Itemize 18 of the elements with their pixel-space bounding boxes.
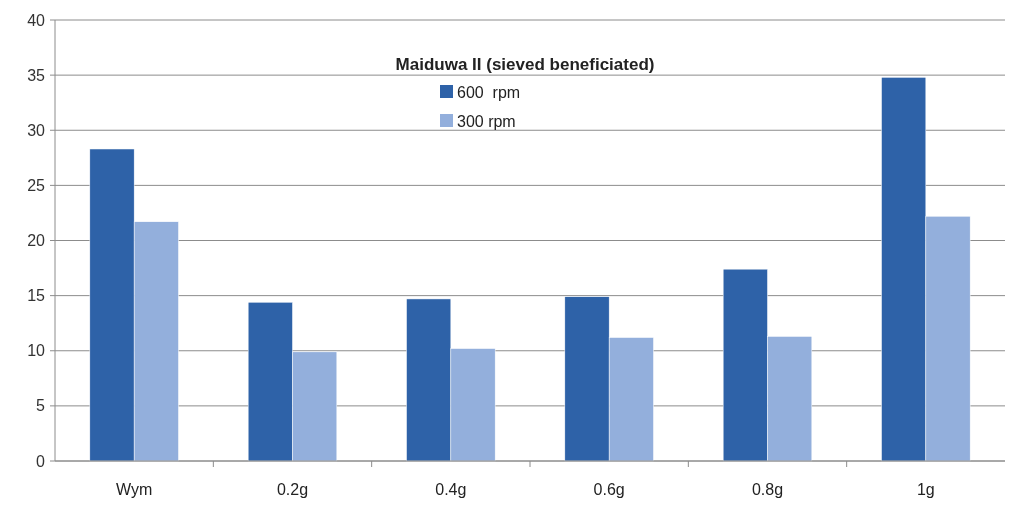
y-tick-label: 35 [27,66,46,84]
x-tick-label: 0.2g [276,481,309,498]
y-tick-label: 15 [27,287,46,305]
legend-label: 300 rpm [457,112,516,130]
legend-label: 600 rpm [457,83,521,101]
y-tick-label: 30 [27,121,46,139]
text: Maiduwa II (sieved beneficiated) [395,55,655,74]
y-tick-label: 40 [27,11,46,29]
x-tick-label: 0.8g [751,481,784,498]
x-tick-label: 0.4g [435,481,467,498]
x-tick-label: 0.6g [593,481,625,498]
x-tick-label: 1g [916,481,935,498]
y-tick-label: 25 [27,176,46,194]
y-tick-label: 5 [36,397,46,415]
y-tick-label: 10 [27,342,46,360]
y-tick-label: 20 [27,232,46,250]
y-tick-label: 0 [36,452,46,470]
x-tick-label: Wym [116,481,153,498]
